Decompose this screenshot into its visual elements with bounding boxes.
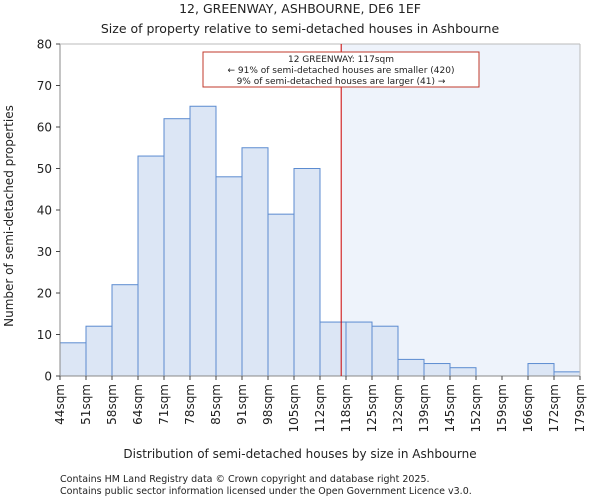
x-axis-label: Distribution of semi-detached houses by … <box>123 447 476 461</box>
x-tick-label: 145sqm <box>443 384 457 432</box>
x-tick-label: 139sqm <box>417 384 431 432</box>
histogram-bar <box>163 118 191 377</box>
histogram-bar <box>293 168 321 377</box>
histogram-bar <box>137 155 165 377</box>
y-tick-label: 40 <box>37 204 52 218</box>
chart-title: 12, GREENWAY, ASHBOURNE, DE6 1EF <box>179 1 421 16</box>
histogram-bar <box>319 321 347 377</box>
x-tick-label: 172sqm <box>547 384 561 432</box>
annotation-line-3: 9% of semi-detached houses are larger (4… <box>237 77 446 87</box>
y-tick-label: 50 <box>37 162 52 176</box>
y-tick-label: 60 <box>37 121 52 135</box>
chart-subtitle: Size of property relative to semi-detach… <box>101 21 500 36</box>
y-tick-label: 80 <box>37 38 52 52</box>
x-tick-label: 105sqm <box>287 384 301 432</box>
histogram-bar <box>111 284 139 377</box>
x-tick-label: 78sqm <box>183 384 197 425</box>
x-tick-label: 179sqm <box>573 384 587 432</box>
x-tick-label: 132sqm <box>391 384 405 432</box>
y-tick-label: 70 <box>37 79 52 93</box>
x-tick-label: 85sqm <box>209 384 223 425</box>
footer-line-2: Contains public sector information licen… <box>60 486 472 497</box>
histogram-bar <box>85 325 113 377</box>
x-tick-label: 159sqm <box>495 384 509 432</box>
histogram-bar <box>397 358 425 377</box>
x-tick-label: 118sqm <box>339 384 353 432</box>
y-axis-label: Number of semi-detached properties <box>2 105 16 327</box>
x-tick-label: 44sqm <box>53 384 67 425</box>
histogram-bar <box>59 342 87 377</box>
histogram-bar <box>449 367 477 377</box>
x-tick-label: 58sqm <box>105 384 119 425</box>
x-tick-label: 125sqm <box>365 384 379 432</box>
annotation-box <box>202 51 480 88</box>
larger-region-shade <box>341 44 580 376</box>
y-tick-label: 10 <box>37 328 52 342</box>
annotation-line-1: 12 GREENWAY: 117sqm <box>288 55 394 65</box>
footer-line-1: Contains HM Land Registry data © Crown c… <box>60 474 430 485</box>
histogram-bar <box>241 147 269 377</box>
histogram-bar <box>371 325 399 377</box>
y-tick-label: 30 <box>37 245 52 259</box>
x-tick-label: 71sqm <box>157 384 171 425</box>
histogram-bar <box>267 213 295 377</box>
histogram-bar <box>189 105 217 377</box>
x-tick-label: 152sqm <box>469 384 483 432</box>
y-tick-label: 0 <box>44 370 52 384</box>
x-tick-label: 98sqm <box>261 384 275 425</box>
x-tick-label: 91sqm <box>235 384 249 425</box>
x-tick-label: 166sqm <box>521 384 535 432</box>
histogram-bar <box>527 363 555 377</box>
histogram-bar <box>345 321 373 377</box>
histogram-bar <box>423 363 451 377</box>
annotation-line-2: ← 91% of semi-detached houses are smalle… <box>228 66 455 76</box>
x-tick-label: 112sqm <box>313 384 327 432</box>
histogram-bar <box>553 371 581 377</box>
y-tick-label: 20 <box>37 287 52 301</box>
x-tick-label: 64sqm <box>131 384 145 425</box>
x-tick-label: 51sqm <box>79 384 93 425</box>
histogram-bar <box>215 176 243 377</box>
